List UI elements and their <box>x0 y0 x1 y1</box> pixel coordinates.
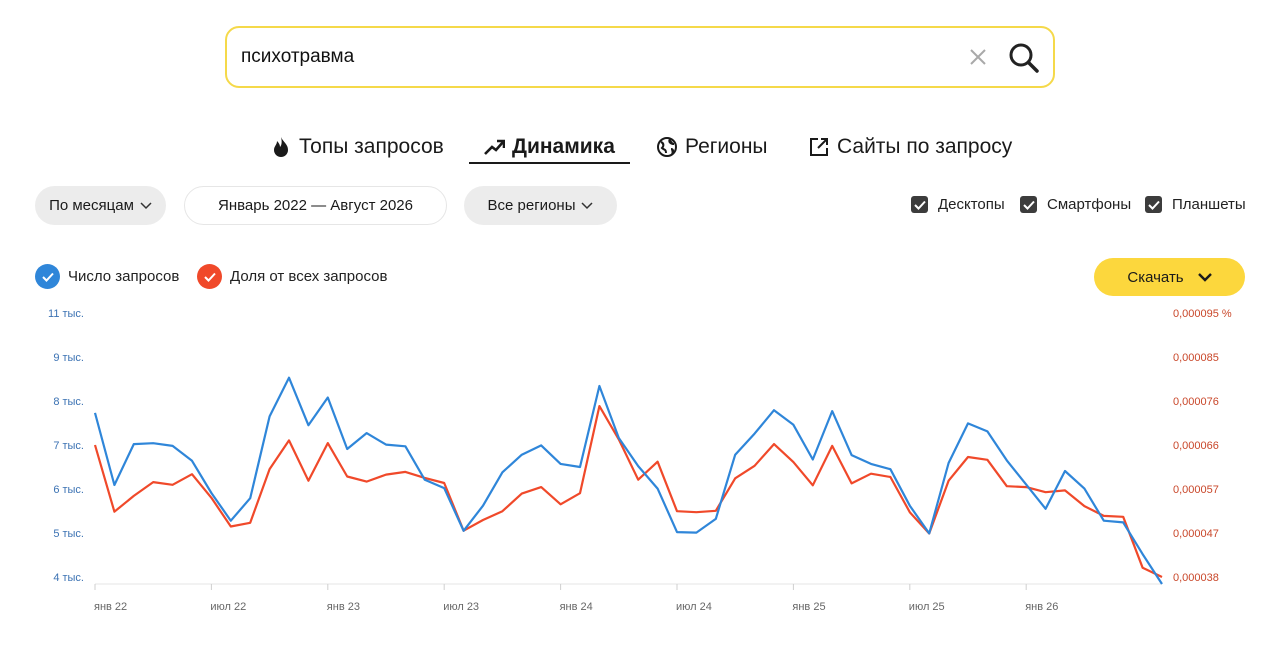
tab-tops[interactable]: Топы запросов <box>270 130 444 164</box>
check-icon <box>35 264 60 289</box>
checkbox-label: Планшеты <box>1172 196 1246 213</box>
x-tick-label: июл 23 <box>443 601 479 613</box>
dynamics-chart: 11 тыс. 9 тыс. 8 тыс. 7 тыс. 6 тыс. 5 тыс. 4 т… <box>48 308 1232 613</box>
search-box <box>225 26 1055 88</box>
x-tick-label: янв 23 <box>327 601 360 613</box>
check-icon <box>911 196 928 213</box>
legend-label: Число запросов <box>68 268 180 285</box>
checkbox-tablets[interactable]: Планшеты <box>1145 196 1246 213</box>
search-icon[interactable] <box>1007 41 1041 75</box>
period-label: По месяцам <box>49 197 134 214</box>
region-dropdown[interactable]: Все регионы <box>464 186 617 225</box>
download-button[interactable]: Скачать <box>1094 258 1245 296</box>
y-right-tick-label: 0,000085 <box>1173 352 1219 364</box>
tab-sites[interactable]: Сайты по запросу <box>808 130 1012 164</box>
period-dropdown[interactable]: По месяцам <box>35 186 166 225</box>
y-left-tick-label: 11 тыс. <box>48 308 84 320</box>
y-right-tick-label: 0,000076 <box>1173 396 1219 408</box>
tab-label: Динамика <box>512 135 615 158</box>
tab-label: Топы запросов <box>299 135 444 158</box>
y-left-tick-label: 5 тыс. <box>53 528 84 540</box>
tab-label: Сайты по запросу <box>837 135 1013 158</box>
x-tick-label: янв 25 <box>792 601 825 613</box>
y-left-tick-label: 6 тыс. <box>53 484 84 496</box>
x-tick-label: июл 24 <box>676 601 712 613</box>
download-label: Скачать <box>1127 268 1184 286</box>
search-input[interactable] <box>241 42 941 72</box>
y-right-tick-label: 0,000047 <box>1173 528 1219 540</box>
series-line-query-share <box>93 404 1163 578</box>
region-label: Все регионы <box>487 197 576 214</box>
tab-label: Регионы <box>685 135 768 158</box>
checkbox-smartphones[interactable]: Смартфоны <box>1020 196 1131 213</box>
y-left-tick-label: 7 тыс. <box>53 440 84 452</box>
y-right-tick-label: 0,000038 <box>1173 572 1219 584</box>
close-icon[interactable] <box>967 46 989 68</box>
tab-regions[interactable]: Регионы <box>656 130 768 164</box>
chevron-down-icon <box>1197 272 1212 282</box>
y-right-tick-label: 0,000066 <box>1173 440 1219 452</box>
legend-query-count[interactable]: Число запросов <box>35 264 179 289</box>
check-icon <box>197 264 222 289</box>
tab-dynamics[interactable]: Динамика <box>483 130 615 164</box>
chevron-down-icon <box>581 201 594 209</box>
globe-icon <box>657 137 677 157</box>
x-tick-label: июл 25 <box>909 601 945 613</box>
check-icon <box>1145 196 1162 213</box>
trend-icon <box>484 139 505 155</box>
x-tick-label: июл 22 <box>210 601 246 613</box>
check-icon <box>1020 196 1037 213</box>
series-line-query-count <box>93 376 1163 585</box>
y-right-tick-label: 0,000057 <box>1173 484 1219 496</box>
y-left-tick-label: 4 тыс. <box>53 572 84 584</box>
x-tick-label: янв 26 <box>1025 601 1058 613</box>
fire-icon <box>274 137 288 157</box>
checkbox-desktops[interactable]: Десктопы <box>911 196 1005 213</box>
y-left-tick-label: 9 тыс. <box>53 352 84 364</box>
legend-label: Доля от всех запросов <box>230 268 388 285</box>
tab-bar: Топы запросов Динамика Регионы Сайты по … <box>0 130 1280 170</box>
legend-query-share[interactable]: Доля от всех запросов <box>197 264 387 289</box>
y-left-tick-label: 8 тыс. <box>53 396 84 408</box>
date-range-picker[interactable]: Январь 2022 — Август 2026 <box>184 186 447 225</box>
x-tick-label: янв 22 <box>94 601 127 613</box>
external-link-icon <box>810 138 828 156</box>
checkbox-label: Смартфоны <box>1047 196 1132 213</box>
date-range-label: Январь 2022 — Август 2026 <box>218 197 413 214</box>
checkbox-label: Десктопы <box>938 196 1005 213</box>
y-right-tick-label: 0,000095 % <box>1173 308 1232 320</box>
active-tab-indicator <box>469 162 630 164</box>
chevron-down-icon <box>140 201 152 209</box>
x-tick-label: янв 24 <box>560 601 593 613</box>
